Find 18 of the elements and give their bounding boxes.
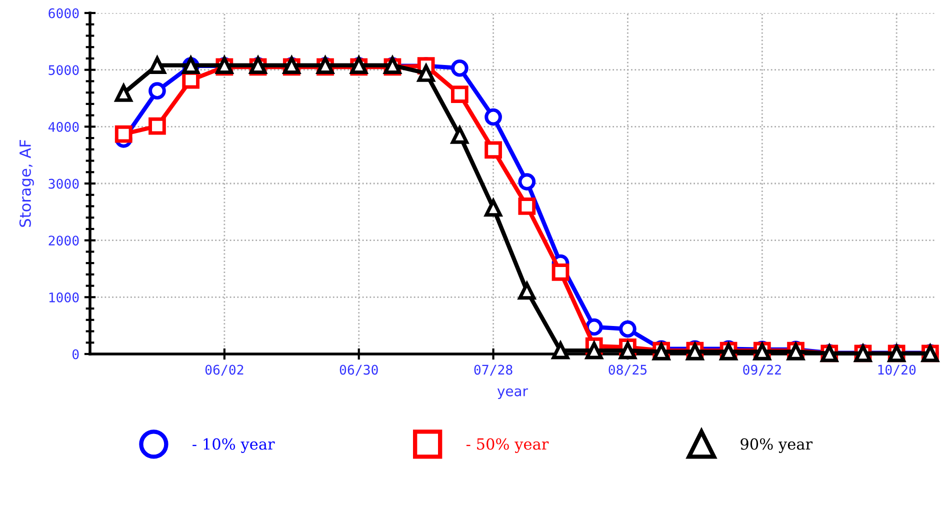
x-tick-label: 10/20 [878,364,916,376]
y-tick-label: 3000 [48,178,79,189]
legend-label: 90% year [740,438,813,453]
y-tick-label: 0 [72,349,79,360]
y-tick-label: 1000 [49,292,79,302]
y-tick-label: 6000 [48,8,79,18]
y-tick-label: 4000 [48,122,79,132]
x-tick-label: 09/22 [743,364,781,376]
legend-label: - 10% year [192,438,275,453]
y-tick-label: 5000 [48,65,79,76]
x-tick-label: 06/30 [340,364,378,376]
legend-label: - 50% year [466,438,549,453]
x-tick-label: 06/02 [205,364,244,376]
y-axis-title: Storage, AF [19,140,34,227]
x-axis-title: year [497,388,528,400]
y-tick-label: 2000 [48,236,79,246]
x-tick-label: 07/28 [474,364,512,376]
x-tick-label: 08/25 [608,364,647,376]
